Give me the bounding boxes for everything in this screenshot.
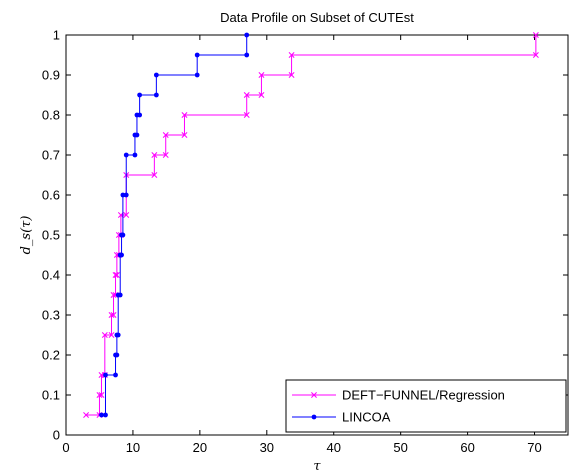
y-tick-label: 0.2 [42,348,60,363]
data-point [110,292,117,298]
data-point [99,412,104,418]
y-tick-label: 0.8 [42,108,60,123]
data-point [112,272,119,278]
data-point [134,132,140,138]
data-point [132,152,138,158]
chart-title: Data Profile on Subset of CUTEst [220,10,414,25]
x-tick-label: 70 [527,440,541,455]
x-tick-label: 0 [62,440,69,455]
data-point [98,392,105,398]
legend-box [285,379,567,433]
data-point [181,112,188,118]
x-tick-label: 40 [326,440,340,455]
data-point [137,92,143,98]
x-tick-label: 20 [193,440,207,455]
data-point [117,292,123,298]
data-point [103,412,108,418]
series-1 [99,32,250,418]
data-point [194,72,200,78]
y-tick-label: 0.3 [42,308,60,323]
data-point [110,312,117,318]
axis-ticks: 0 10 20 30 40 50 60 70 0 0.1 0.2 0.3 0.4 0.5 0.6 0.7 0.8… [42,28,568,455]
y-axis-label: d_s(τ) [19,216,34,255]
data-point [108,332,115,338]
plot-area [65,34,569,436]
x-tick-label: 30 [260,440,274,455]
data-point [288,52,295,58]
data-point [153,92,159,98]
data-point [194,52,200,58]
y-tick-label: 0.7 [42,148,60,163]
data-point [244,32,250,38]
data-point [258,72,265,78]
y-tick-label: 1 [53,28,60,43]
data-point [113,372,118,378]
data-point [114,352,120,358]
y-tick-label: 0.4 [42,268,60,283]
data-point [108,312,115,318]
data-point [123,212,130,218]
data-point [123,152,129,158]
data-point [103,372,108,378]
data-point [181,132,188,138]
y-tick-label: 0.1 [42,388,60,403]
data-point [162,152,169,158]
data-point [162,132,169,138]
data-point [119,252,124,258]
data-point [101,332,108,338]
y-tick-label: 0.5 [42,228,60,243]
x-tick-label: 10 [126,440,140,455]
data-point [243,92,250,98]
data-point [83,412,90,418]
legend-label-0: DEFT−FUNNEL/Regression [342,388,505,403]
x-axis-label: τ [313,459,321,473]
data-point [120,192,126,198]
data-point [532,32,539,38]
legend-label-1: LINCOA [342,410,391,425]
data-point [120,232,126,238]
legend-marker-0 [311,392,317,398]
data-point [123,192,129,198]
data-point [113,272,120,278]
data-point [151,172,158,178]
x-tick-label: 60 [460,440,474,455]
legend-marker-1 [311,414,317,420]
data-point [96,392,103,398]
data-point [244,52,250,58]
y-tick-label: 0.6 [42,188,60,203]
series-layer [83,32,539,418]
data-point [532,52,539,58]
legend: DEFT−FUNNEL/Regression LINCOA [285,379,567,433]
data-point [151,152,158,158]
data-point [115,332,121,338]
y-tick-label: 0 [53,428,60,443]
data-point [137,112,143,118]
data-point [288,72,295,78]
data-point [258,92,265,98]
data-point [153,72,159,78]
data-point [243,112,250,118]
x-tick-label: 50 [393,440,407,455]
y-tick-label: 0.9 [42,68,60,83]
